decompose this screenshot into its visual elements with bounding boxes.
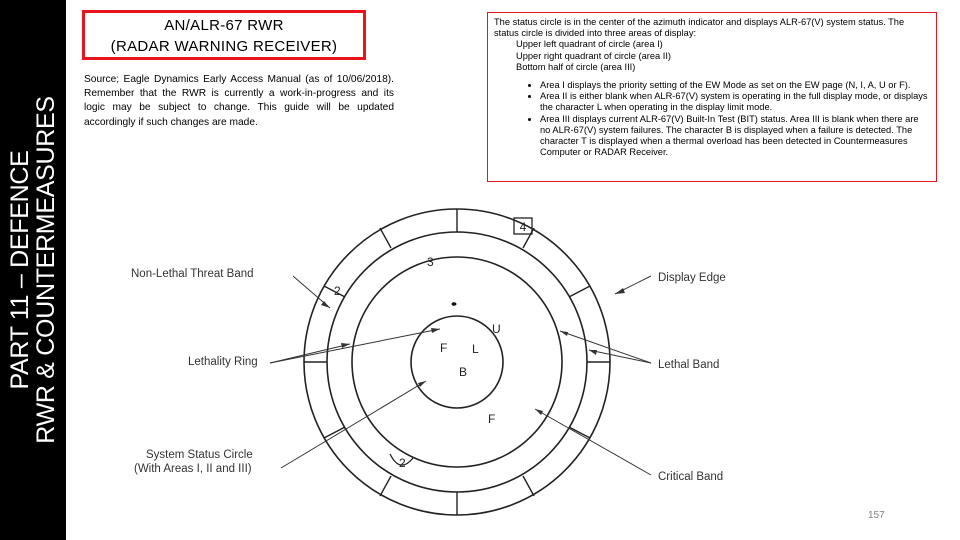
section-title-line-2: RWR & COUNTERMEASURES [32,96,60,444]
status-bullet-list: Area I displays the priority setting of … [494,80,930,158]
status-bullet: Area II is either blank when ALR-67(V) s… [540,91,930,113]
boxed-symbol-4: 4 [520,220,527,234]
status-circle-description: The status circle is in the center of th… [487,12,937,182]
label-system-status-circle-line-2: (With Areas I, II and III) [134,463,252,475]
symbol-f-area-one: F [440,341,447,355]
label-non-lethal-threat-band: Non-Lethal Threat Band [131,268,254,280]
system-status-circle [410,315,504,409]
page-number: 157 [868,510,885,521]
page-title-line-1: AN/ALR-67 RWR [164,17,284,34]
status-bullet: Area I displays the priority setting of … [540,80,930,91]
mid-symbol-3: 3 [427,255,434,269]
boxed-symbol-frame [513,217,533,235]
label-lethal-band: Lethal Band [658,359,719,371]
label-lethality-ring: Lethality Ring [188,356,258,368]
lethality-ring-circle [326,231,588,493]
symbol-l-area-two: L [472,342,479,356]
callout-arrowheads [321,288,625,415]
bottom-symbol-arc [389,453,414,466]
status-area-item: Upper left quadrant of circle (area I) [516,39,663,50]
symbol-b-area-three: B [459,365,467,379]
threat-dot [451,302,457,306]
symbol-f-lower: F [488,412,495,426]
bottom-symbol-2: 2 [399,456,406,470]
outer-symbol-2: 2 [334,284,341,298]
rwr-azimuth-diagram: 4 2 3 U F L B F 2 Non-Lethal Threat Band… [131,208,726,516]
sidebar: PART 11 – DEFENCE RWR & COUNTERMEASURES [0,0,66,540]
section-title: PART 11 – DEFENCE RWR & COUNTERMEASURES [6,96,60,444]
status-area-item: Upper right quadrant of circle (area II) [516,50,672,61]
label-system-status-circle-line-1: System Status Circle [146,449,253,461]
label-critical-band: Critical Band [658,471,723,483]
display-edge-circle [303,208,611,516]
page-title-box: AN/ALR-67 RWR (RADAR WARNING RECEIVER) [82,10,366,60]
status-intro: The status circle is in the center of th… [494,17,905,39]
status-bullet: Area III displays current ALR-67(V) Buil… [540,114,930,159]
label-display-edge: Display Edge [658,272,726,284]
lethal-band-circle [351,256,563,468]
page-title-line-2: (RADAR WARNING RECEIVER) [110,38,338,55]
bearing-ticks [304,209,610,515]
section-title-line-1: PART 11 – DEFENCE [6,150,34,390]
symbol-u: U [492,322,501,336]
source-note: Source; Eagle Dynamics Early Access Manu… [84,74,394,128]
status-area-item: Bottom half of circle (area III) [516,61,636,72]
